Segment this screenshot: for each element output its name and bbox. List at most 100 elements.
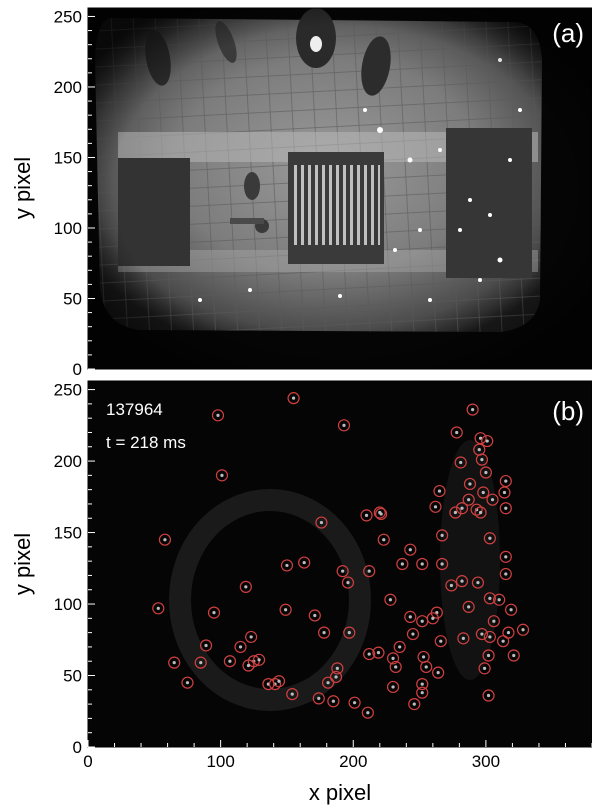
blob-spot <box>388 598 392 602</box>
blob-spot <box>502 490 507 495</box>
detection-marker <box>321 676 335 689</box>
detection-marker <box>499 567 512 581</box>
blob-spot <box>440 533 444 538</box>
blob-spot <box>453 510 457 515</box>
blob-spot <box>220 473 224 477</box>
blob-spot <box>480 458 484 462</box>
blob-spot <box>460 579 464 583</box>
detection-marker <box>449 506 462 519</box>
detection-marker <box>497 635 510 648</box>
blob-spot <box>509 608 513 612</box>
blob-spot <box>436 671 440 675</box>
blob-spot <box>394 665 398 669</box>
detection-marker <box>408 698 421 711</box>
detection-marker <box>181 676 194 689</box>
detection-marker <box>477 486 490 499</box>
blob-spot <box>376 651 381 655</box>
detection-marker <box>199 639 213 652</box>
blob-spot <box>512 653 516 658</box>
blob-spot <box>319 520 324 525</box>
panel-b-y-axis-title: y pixel <box>10 533 35 595</box>
detection-marker <box>194 656 207 669</box>
blob-spot <box>501 639 505 643</box>
detection-marker <box>462 493 475 506</box>
detection-marker <box>470 503 483 516</box>
blob-spot <box>440 562 444 566</box>
blob-spot <box>244 585 248 589</box>
blob-spot <box>484 470 488 475</box>
blob-spot <box>322 631 326 635</box>
blob-spot <box>398 645 402 649</box>
blob-spot <box>420 562 424 566</box>
detection-marker <box>280 559 294 572</box>
detection-marker <box>363 647 376 661</box>
detection-marker <box>286 688 299 701</box>
blob-spot <box>238 645 243 649</box>
detection-marker <box>499 550 512 563</box>
blob-spot <box>212 611 216 615</box>
detection-marker <box>372 646 385 659</box>
blob-spot <box>468 482 472 486</box>
detection-marker <box>416 615 429 628</box>
blob-spot <box>424 665 428 669</box>
blob-spot <box>481 490 485 495</box>
blob-spot <box>335 666 339 670</box>
panel-b-markers <box>152 392 530 719</box>
panel-a-y-tick-label: 0 <box>73 360 82 379</box>
detection-marker <box>361 706 374 719</box>
detection-marker <box>404 610 417 623</box>
blob-spot <box>302 560 306 565</box>
x-tick-label: 0 <box>83 752 92 771</box>
blob-spot <box>488 635 492 639</box>
detection-marker <box>499 502 512 515</box>
blob-spot <box>284 608 288 612</box>
detection-marker <box>493 593 506 606</box>
detection-marker <box>152 602 165 615</box>
detection-marker <box>329 670 343 684</box>
blob-spot <box>291 396 296 400</box>
panel-b-y-tick-label: 50 <box>63 667 82 686</box>
blob-spot <box>364 513 369 517</box>
detection-marker <box>336 565 349 578</box>
detection-marker <box>516 623 530 636</box>
blob-spot <box>485 439 489 443</box>
x-tick-label: 300 <box>472 752 500 771</box>
blob-spot <box>341 569 345 573</box>
blob-spot <box>204 643 208 648</box>
panel-a-y-tick-label: 150 <box>54 148 82 167</box>
detection-marker <box>272 675 286 688</box>
blob-spot <box>334 675 338 679</box>
blob-spot <box>317 696 321 700</box>
blob-spot <box>488 536 492 540</box>
panel-b-y-tick-label: 250 <box>54 381 82 400</box>
detection-marker <box>384 593 397 606</box>
shot-number-label: 137964 <box>106 400 163 419</box>
blob-spot <box>431 616 435 620</box>
detection-marker <box>393 640 406 654</box>
detection-marker <box>420 660 433 674</box>
panel-a-y-axis: 0 50 100 150 200 250 <box>54 7 95 379</box>
detection-marker <box>375 507 388 521</box>
detection-marker <box>215 469 229 482</box>
detection-marker <box>268 677 282 691</box>
detection-marker <box>482 689 495 702</box>
blob-spot <box>342 423 346 427</box>
blob-spot <box>459 460 463 465</box>
blob-spot <box>460 506 464 510</box>
blob-spot <box>504 479 508 483</box>
blob-spot <box>506 631 511 635</box>
blob-spot <box>408 615 412 619</box>
blob-spot <box>313 613 317 618</box>
detection-marker <box>457 632 470 645</box>
panel-b-frame <box>87 380 592 748</box>
blob-spot <box>347 631 351 635</box>
detection-marker <box>466 403 479 416</box>
panel-a-y-tick-label: 200 <box>54 78 82 97</box>
time-label: t = 218 ms <box>106 433 186 452</box>
blob-spot <box>486 693 491 698</box>
blob-spot <box>367 569 371 573</box>
detection-marker <box>207 606 221 619</box>
panel-a-frame <box>87 7 592 370</box>
panel-a-y-axis-title: y pixel <box>10 157 35 219</box>
